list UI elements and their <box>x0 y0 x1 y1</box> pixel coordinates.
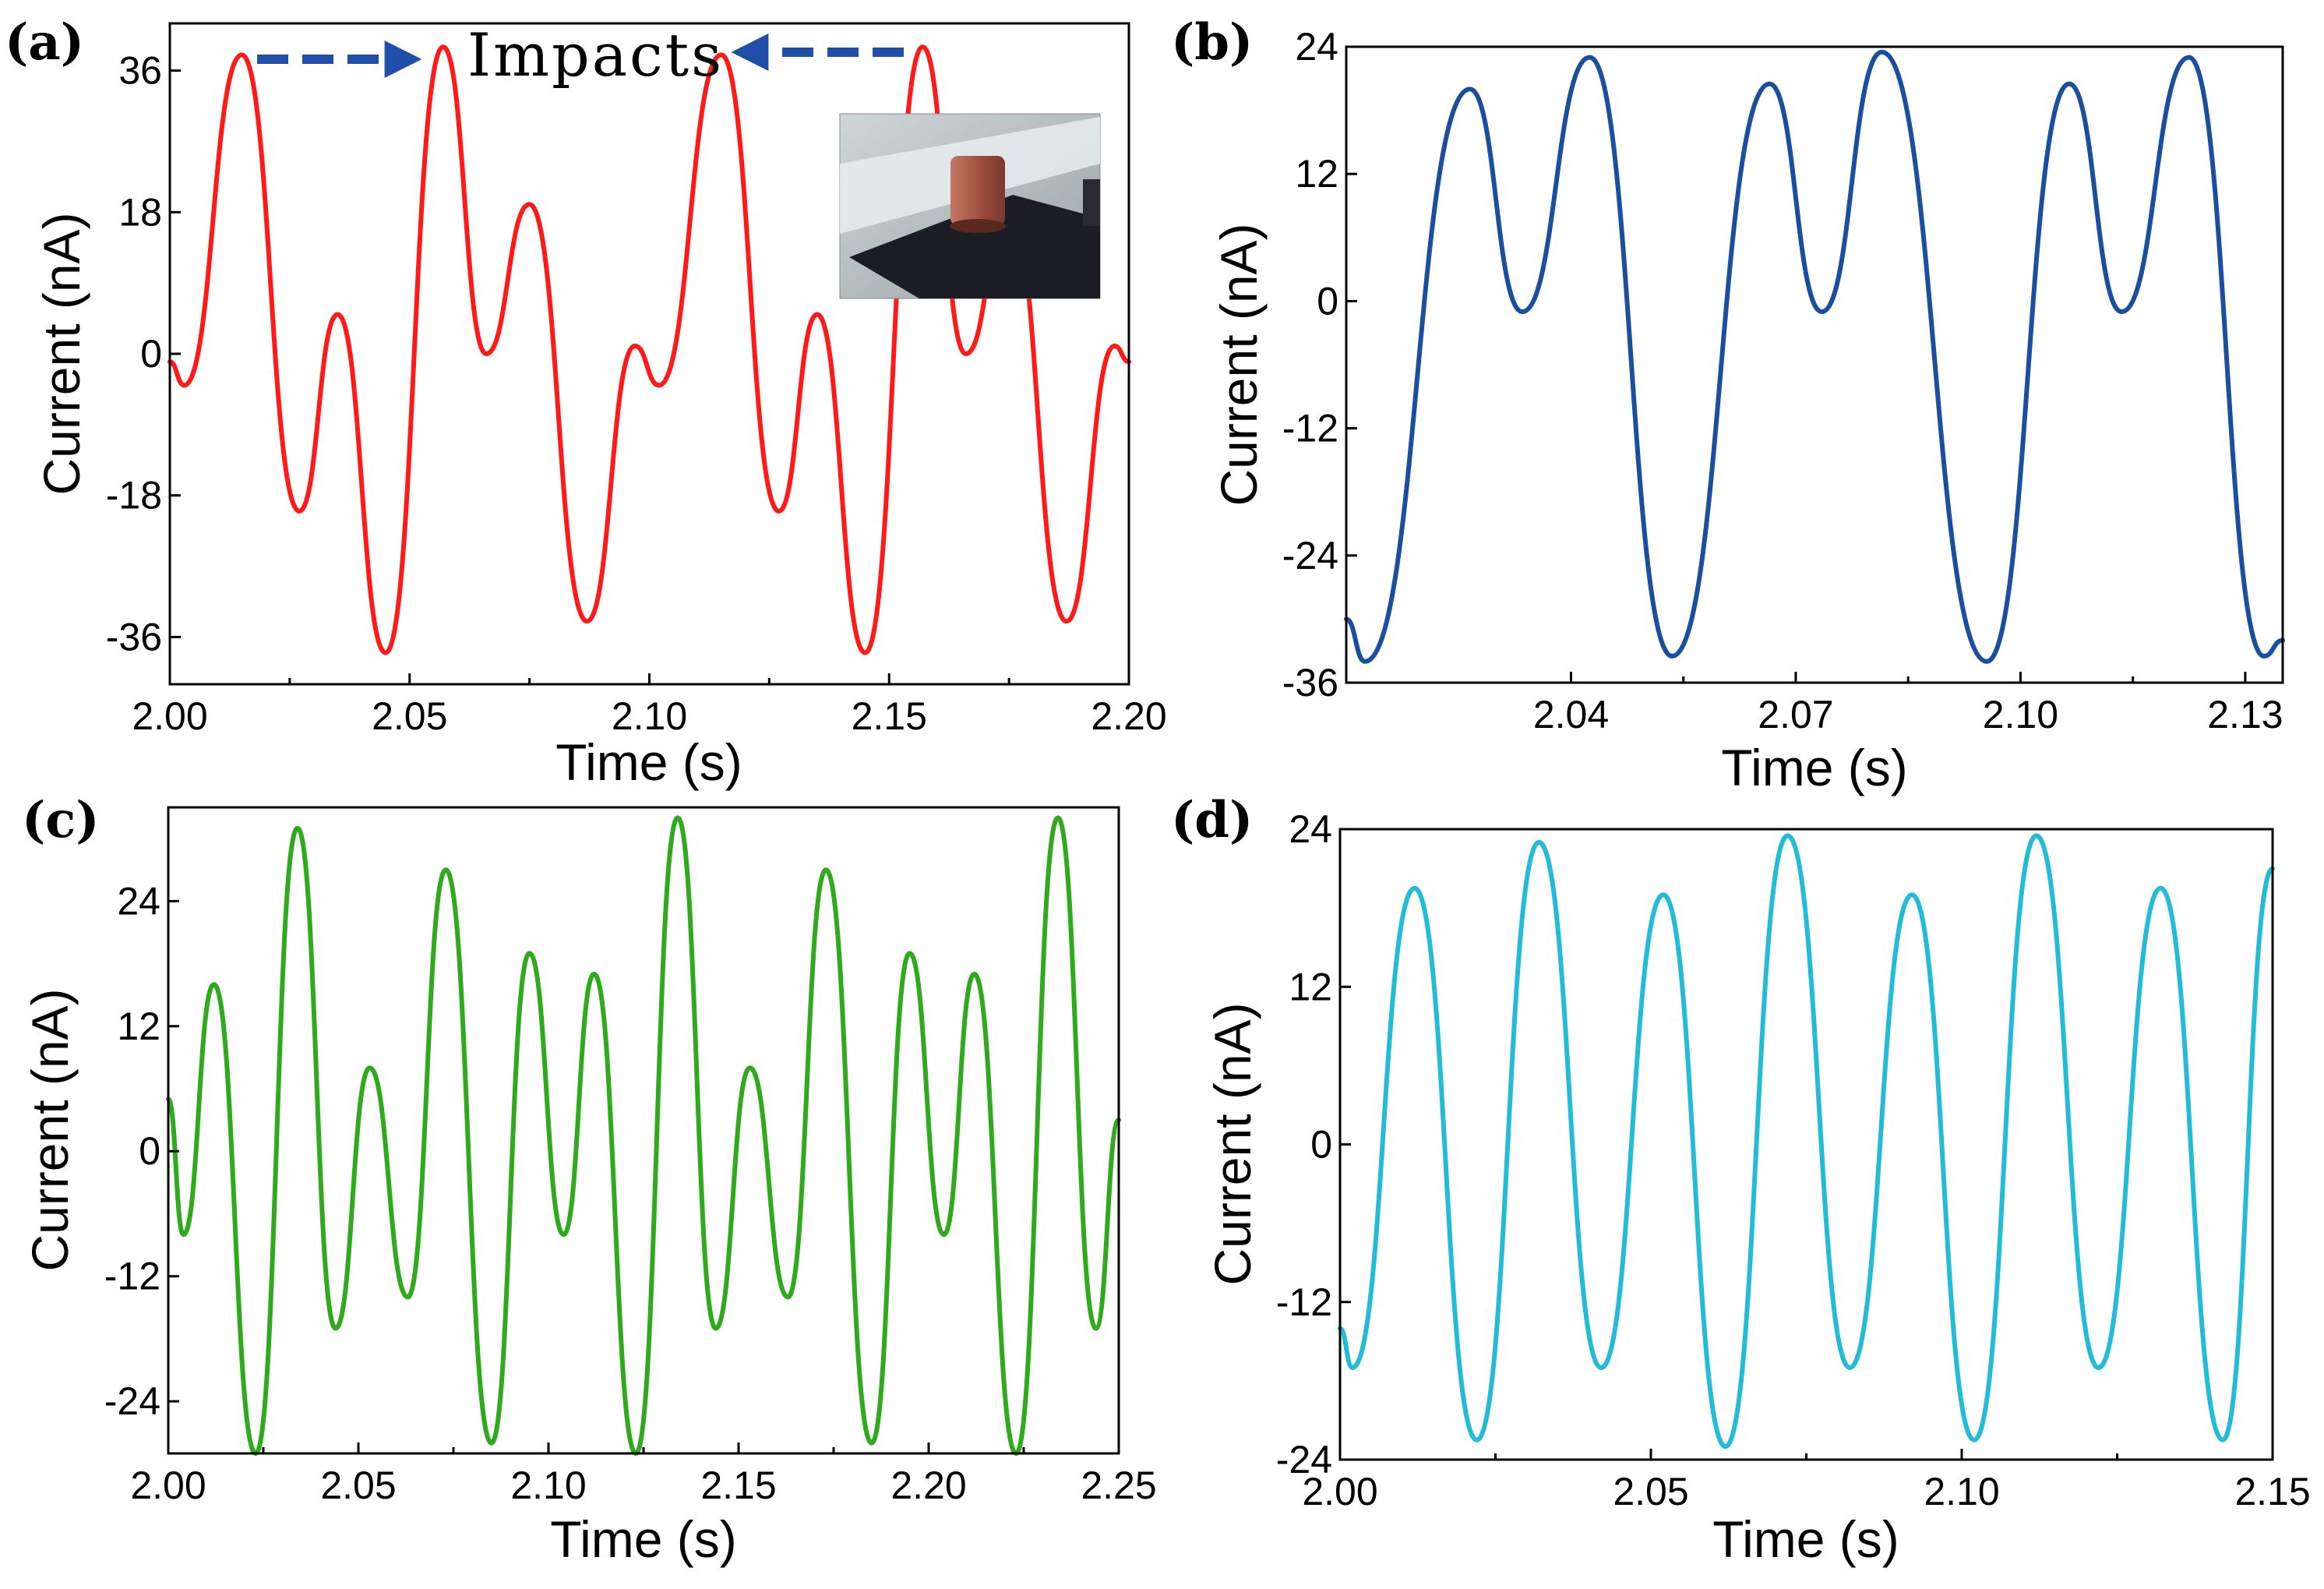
photo-inset <box>839 113 1101 299</box>
x-axis-title-d: Time (s) <box>1712 1510 1899 1568</box>
panel-label-b: (b) <box>1171 13 1253 72</box>
x-tick-label-c: 2.05 <box>320 1464 396 1507</box>
y-tick-label-d: 24 <box>1289 807 1332 851</box>
y-tick-label-b: 0 <box>1317 279 1338 323</box>
impacts-label: Impacts <box>467 20 724 90</box>
y-tick-label-a: 36 <box>118 49 162 93</box>
y-tick-label-a: 18 <box>118 190 162 234</box>
x-axis-title-a: Time (s) <box>555 733 742 791</box>
y-tick-label-d: -24 <box>1276 1438 1332 1481</box>
chart-plot-d: 2.00 2.05 2.10 2.15 24 12 0 -12 -24 <box>1276 807 2311 1513</box>
y-tick-label-b: -36 <box>1282 661 1338 704</box>
chart-plot-c: 2.00 2.05 2.10 2.15 2.20 2.25 24 12 0 -12 -24 <box>104 815 1157 1507</box>
series-line-c <box>166 815 1121 1456</box>
y-tick-label-c: 24 <box>117 879 160 923</box>
x-tick-label-a: 2.00 <box>132 694 207 738</box>
x-tick-label-a: 2.20 <box>1091 694 1166 738</box>
panel-label-c: (c) <box>22 791 100 849</box>
x-tick-label-b: 2.04 <box>1533 693 1609 736</box>
y-tick-label-b: -24 <box>1282 534 1338 577</box>
y-tick-label-c: 12 <box>117 1005 160 1048</box>
y-tick-label-b: 12 <box>1295 152 1338 196</box>
x-tick-label-c: 2.15 <box>700 1464 776 1507</box>
x-tick-label-d: 2.00 <box>1302 1470 1377 1513</box>
panel-label-a: (a) <box>5 13 84 72</box>
y-tick-label-a: -18 <box>106 474 162 517</box>
x-axis-title-c: Time (s) <box>550 1510 737 1568</box>
plot-frame-a <box>168 22 1130 686</box>
x-tick-label-b: 2.13 <box>2207 693 2283 736</box>
y-tick-label-d: 0 <box>1310 1123 1332 1167</box>
plot-frame-b <box>1345 45 2284 684</box>
plot-frame-c <box>167 806 1120 1455</box>
y-axis-title-d: Current (nA) <box>1204 1002 1261 1285</box>
x-tick-label-a: 2.05 <box>372 694 447 738</box>
x-tick-label-c: 2.10 <box>510 1464 586 1507</box>
y-tick-label-a: -36 <box>106 615 162 659</box>
y-tick-label-c: 0 <box>139 1129 160 1173</box>
panel-c: (c) 2.00 2.05 2.10 2.15 2.20 2.2524120-12-24 … <box>21 791 1157 1568</box>
panel-b: (b) 2.04 2.07 2.10 2.13 24 12 0 -12 -24 -36 Time … <box>1171 13 2285 796</box>
x-tick-label-d: 2.05 <box>1613 1470 1688 1513</box>
x-tick-label-d: 2.15 <box>2234 1470 2310 1513</box>
y-tick-label-a: 0 <box>140 332 162 376</box>
y-axis-title-a: Current (nA) <box>33 212 90 495</box>
x-tick-label-c: 2.00 <box>130 1464 206 1507</box>
y-axis-title-c: Current (nA) <box>21 988 79 1271</box>
series-line-d <box>1338 833 2275 1450</box>
chart-plot-a: 2.00 2.05 2.10 2.15 2.20 36 18 0 -18 -36 <box>106 44 1167 738</box>
y-tick-label-c: -24 <box>104 1379 160 1423</box>
series-line-a <box>168 44 1131 655</box>
x-tick-label-b: 2.10 <box>1983 693 2058 736</box>
plot-frame-d <box>1338 828 2274 1461</box>
chart-plot-b: 2.04 2.07 2.10 2.13 24 12 0 -12 -24 -36 <box>1282 25 2285 736</box>
y-tick-label-c: -12 <box>104 1255 160 1298</box>
y-tick-label-d: 12 <box>1289 965 1332 1008</box>
x-tick-label-a: 2.15 <box>852 694 927 738</box>
x-axis-title-b: Time (s) <box>1721 739 1908 796</box>
y-tick-label-d: -12 <box>1276 1280 1332 1324</box>
y-tick-label-b: 24 <box>1295 25 1338 69</box>
x-tick-label-d: 2.10 <box>1924 1470 1999 1513</box>
y-tick-label-b: -12 <box>1282 407 1338 450</box>
series-line-b <box>1344 49 2285 664</box>
panel-d: (d) 2.00 2.05 2.10 2.15 24 12 0 -12 -24 Time (s)… <box>1171 791 2311 1568</box>
x-tick-label-c: 2.25 <box>1081 1464 1156 1507</box>
y-axis-title-b: Current (nA) <box>1210 223 1268 506</box>
panel-a: (a) 2.00 2.05 2.10 2.15 2.20 36 18 0 -18 -36 Time… <box>5 13 1167 791</box>
panel-label-d: (d) <box>1171 791 1253 849</box>
x-tick-label-b: 2.07 <box>1758 693 1833 736</box>
x-tick-label-a: 2.10 <box>612 694 687 738</box>
x-tick-label-c: 2.20 <box>890 1464 966 1507</box>
